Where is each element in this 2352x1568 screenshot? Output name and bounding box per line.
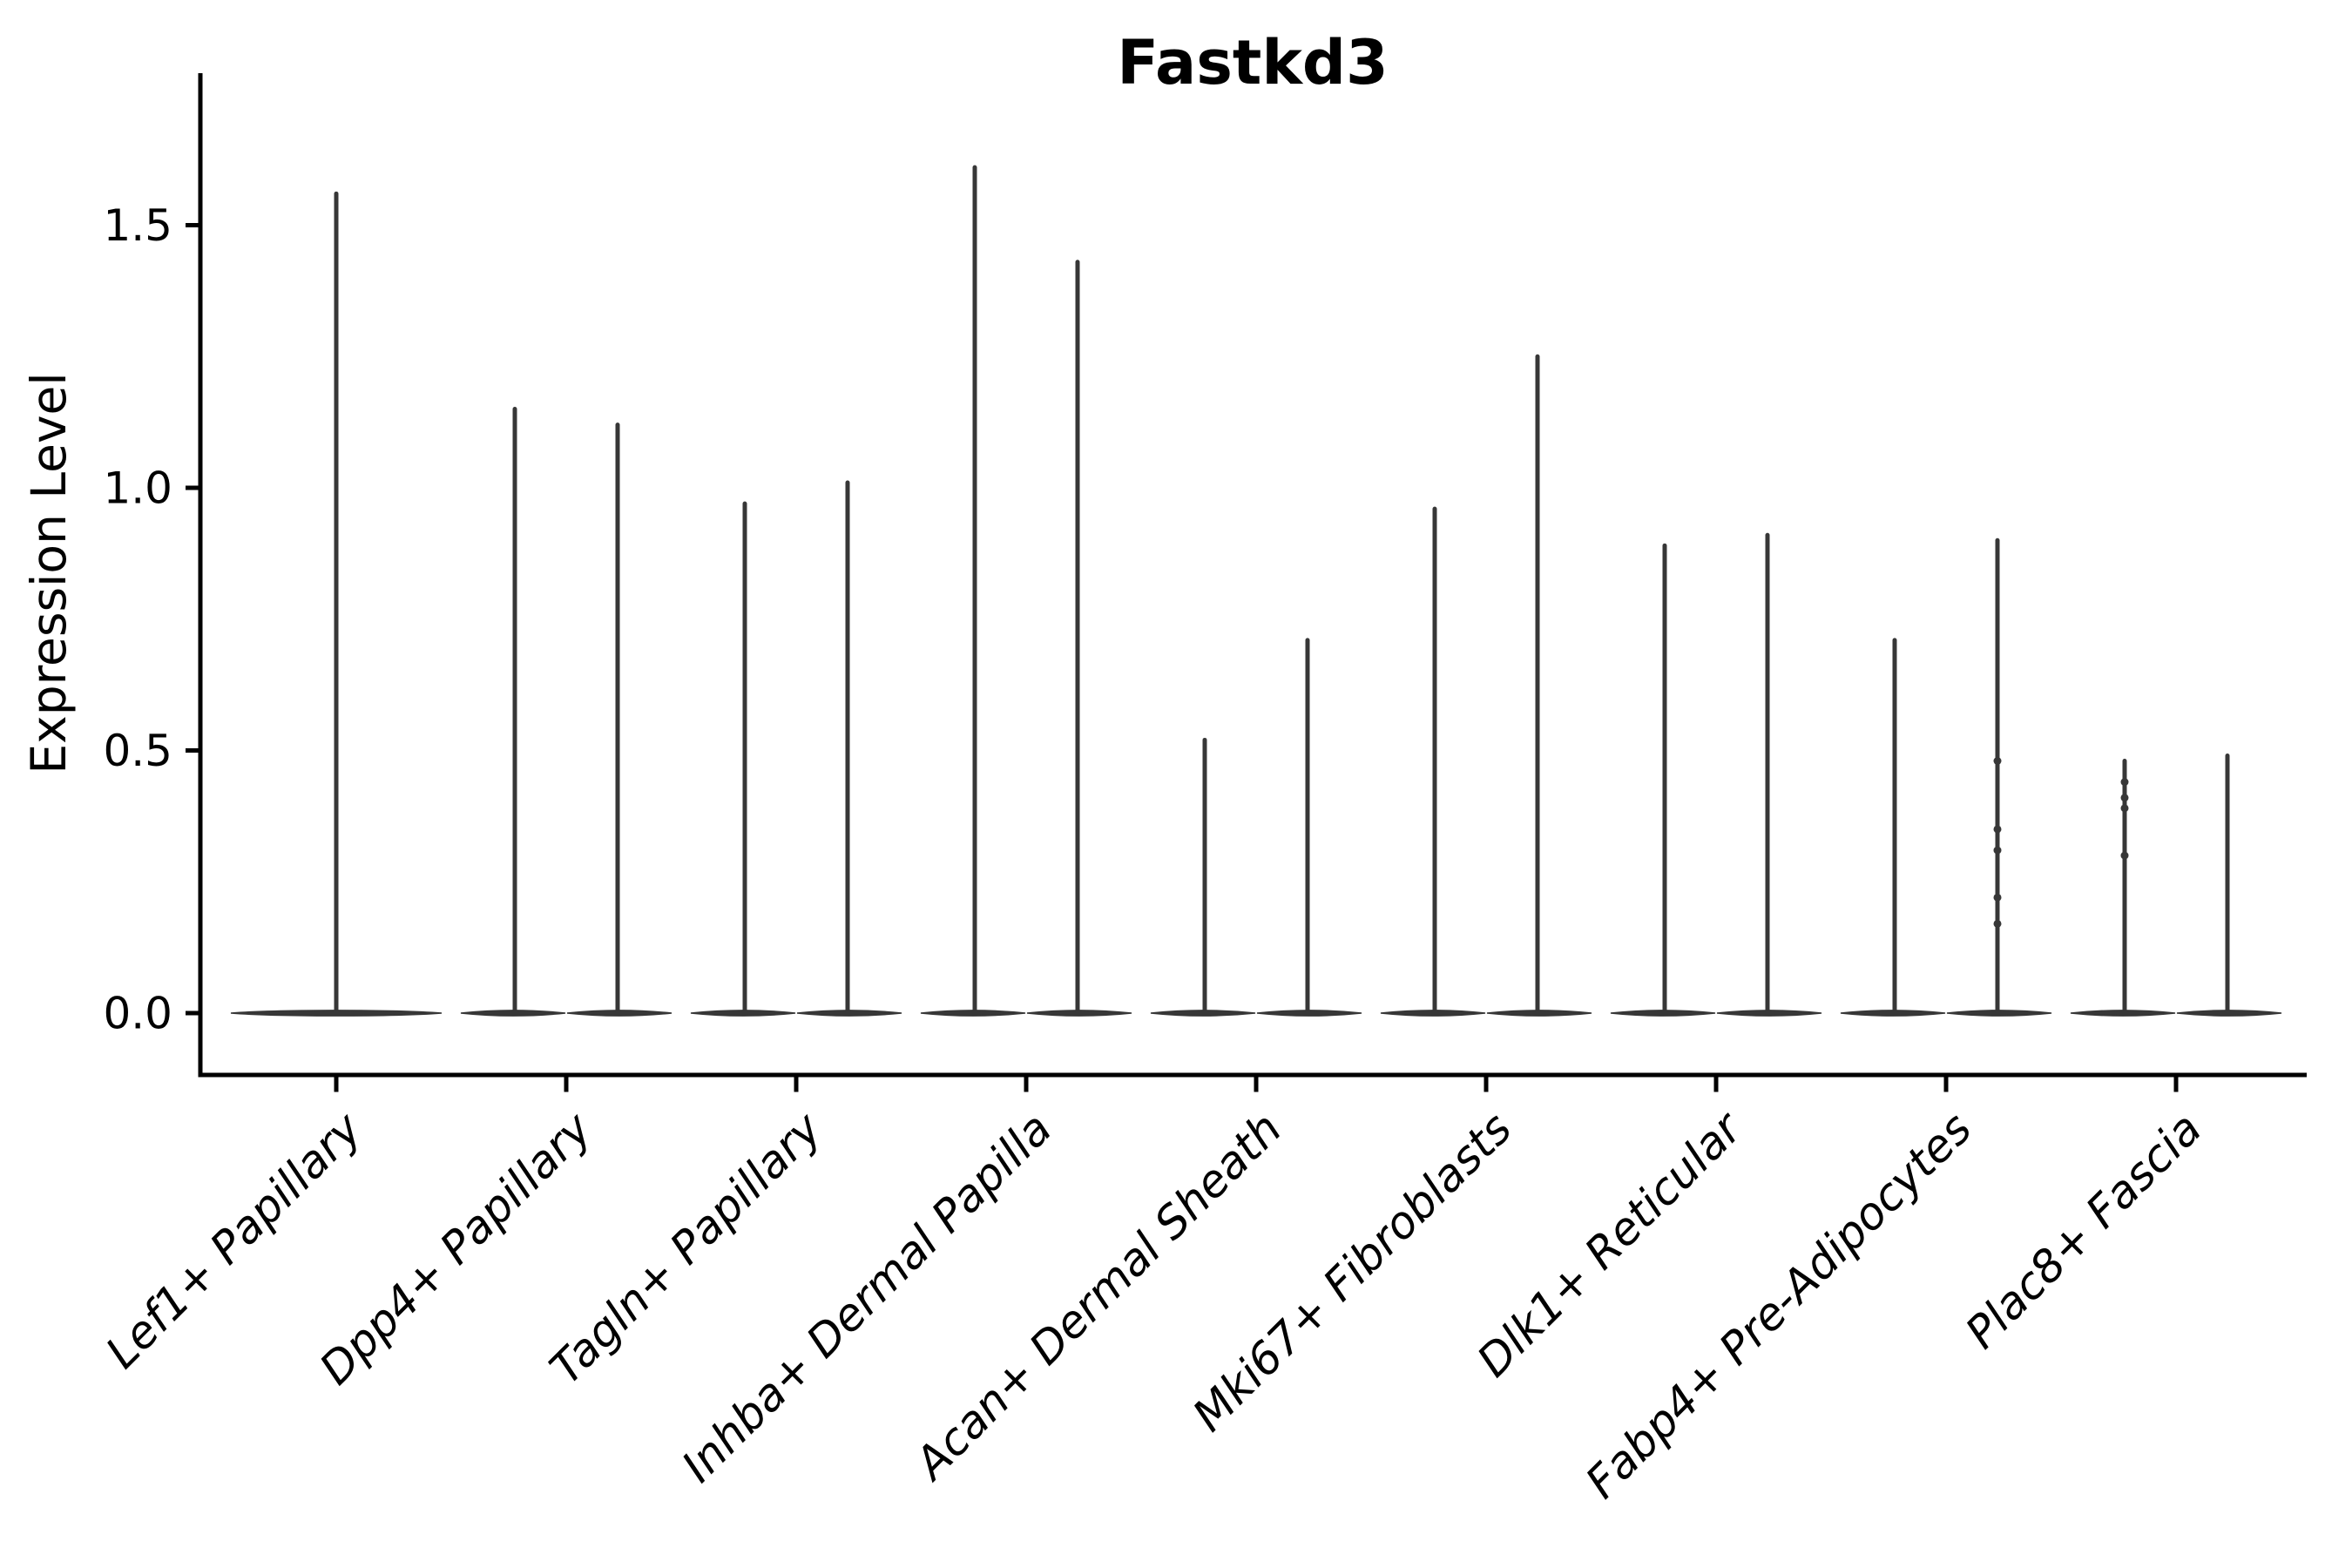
x-tick-label: Fabp4+ Pre-Adipocytes xyxy=(1577,1103,1983,1509)
violin-dot xyxy=(2120,778,2129,787)
violin-body xyxy=(796,1010,902,1017)
violin-dot xyxy=(2120,794,2129,802)
violin-body xyxy=(2176,1010,2282,1017)
y-axis-label: Expression Level xyxy=(21,372,77,774)
violin-body xyxy=(566,1010,672,1017)
violin-dot xyxy=(2120,851,2129,860)
violin-body xyxy=(1256,1010,1362,1017)
violin-body xyxy=(920,1010,1026,1017)
violin-body xyxy=(1716,1010,1822,1017)
y-tick-label: 1.5 xyxy=(103,200,172,251)
violin-dot xyxy=(1993,893,2002,902)
violin-body xyxy=(1486,1010,1592,1017)
violin-body xyxy=(690,1010,796,1017)
y-tick-label: 0.0 xyxy=(103,989,172,1039)
violin-body xyxy=(2070,1010,2176,1017)
y-tick-label: 0.5 xyxy=(103,726,172,776)
violin-body xyxy=(1150,1010,1256,1017)
violin-dot xyxy=(1993,757,2002,766)
violin-body xyxy=(230,1010,443,1017)
y-tick-label: 1.0 xyxy=(103,463,172,514)
violin-dot xyxy=(2120,804,2129,813)
violin-dot xyxy=(1993,919,2002,928)
x-tick-label: Acan+ Dermal Sheath xyxy=(904,1103,1292,1490)
violin-body xyxy=(460,1010,566,1017)
violin-body xyxy=(1840,1010,1946,1017)
chart-title: Fastkd3 xyxy=(1117,27,1388,98)
violin-body xyxy=(1026,1010,1132,1017)
x-tick-label: Inhba+ Dermal Papilla xyxy=(672,1103,1062,1492)
violin-body xyxy=(1380,1010,1486,1017)
violin-body xyxy=(1946,1010,2052,1017)
violin-dot xyxy=(1993,846,2002,855)
violin-dot xyxy=(1993,825,2002,834)
x-tick-label: Plac8+ Fascia xyxy=(1957,1103,2213,1359)
violin-body xyxy=(1610,1010,1716,1017)
